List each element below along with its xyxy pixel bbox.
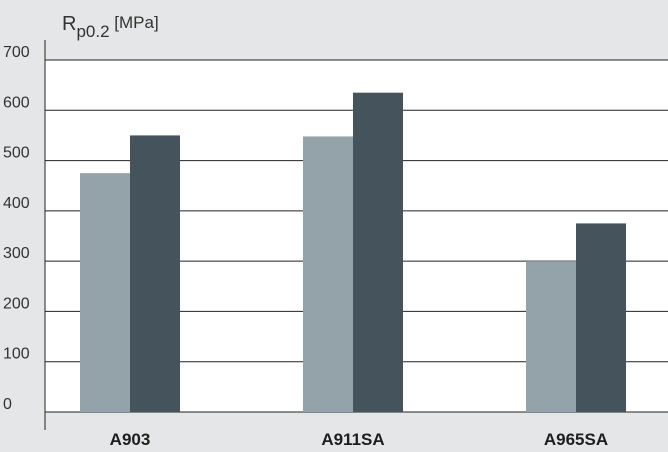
y-tick-label-600: 600 bbox=[3, 94, 30, 111]
category-label-a965sa: A965SA bbox=[544, 430, 608, 449]
y-tick-label-0: 0 bbox=[3, 396, 12, 413]
y-axis-label: Rp0.2 [MPa] bbox=[62, 13, 159, 41]
y-tick-label-700: 700 bbox=[3, 44, 30, 61]
y-tick-label-300: 300 bbox=[3, 245, 30, 262]
bar-a965sa-series-2 bbox=[576, 223, 626, 412]
bar-a965sa-series-1 bbox=[526, 261, 576, 412]
y-tick-label-400: 400 bbox=[3, 195, 30, 212]
bar-a903-series-2 bbox=[130, 135, 180, 412]
category-label-a903: A903 bbox=[110, 430, 151, 449]
bar-a911sa-series-1 bbox=[303, 136, 353, 413]
bar-a903-series-1 bbox=[80, 173, 130, 412]
y-tick-label-200: 200 bbox=[3, 295, 30, 312]
bar-a911sa-series-2 bbox=[353, 92, 403, 412]
category-labels: A903A911SAA965SAL625 bbox=[110, 430, 608, 449]
y-tick-label-100: 100 bbox=[3, 346, 30, 363]
y-axis-label-main: R bbox=[62, 13, 76, 35]
y-tick-label-500: 500 bbox=[3, 145, 30, 162]
y-axis-label-unit: [MPa] bbox=[110, 13, 159, 32]
category-label-a911sa: A911SA bbox=[321, 430, 384, 449]
bars bbox=[80, 92, 626, 413]
y-axis-label-subscript: p0.2 bbox=[76, 22, 109, 41]
y-tick-labels: 0 100 200 300 400 500 600 700 bbox=[3, 44, 30, 413]
